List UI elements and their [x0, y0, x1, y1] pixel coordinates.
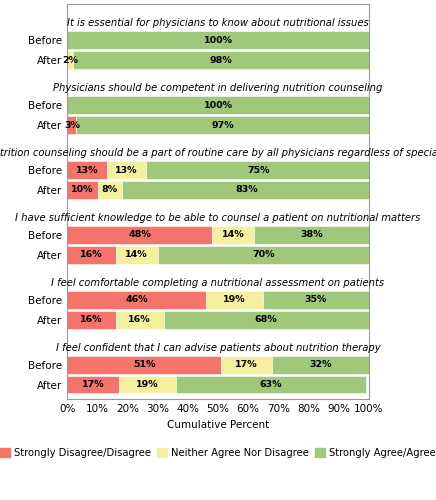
- Bar: [158, 246, 368, 264]
- Text: 14%: 14%: [126, 250, 148, 260]
- Text: 35%: 35%: [305, 296, 327, 304]
- Text: Nutrition counseling should be a part of routine care by all physicians regardle: Nutrition counseling should be a part of…: [0, 148, 436, 158]
- Text: 100%: 100%: [204, 100, 232, 110]
- Text: 8%: 8%: [102, 186, 118, 194]
- Text: 83%: 83%: [235, 186, 258, 194]
- Text: 38%: 38%: [300, 230, 323, 239]
- Bar: [68, 116, 76, 134]
- Text: I feel confident that I can advise patients about nutrition therapy: I feel confident that I can advise patie…: [56, 343, 380, 353]
- Text: 75%: 75%: [247, 166, 270, 174]
- Bar: [68, 32, 368, 49]
- Text: 3%: 3%: [64, 120, 80, 130]
- Text: 19%: 19%: [136, 380, 159, 389]
- Bar: [68, 311, 116, 328]
- Text: 16%: 16%: [129, 316, 151, 324]
- Bar: [263, 291, 368, 308]
- Text: 63%: 63%: [259, 380, 282, 389]
- Text: I have sufficient knowledge to be able to counsel a patient on nutritional matte: I have sufficient knowledge to be able t…: [15, 214, 421, 224]
- Bar: [68, 52, 74, 69]
- Bar: [68, 96, 368, 114]
- Text: I feel comfortable completing a nutritional assessment on patients: I feel comfortable completing a nutritio…: [51, 278, 385, 288]
- Bar: [119, 376, 176, 394]
- Text: 46%: 46%: [126, 296, 148, 304]
- Text: 32%: 32%: [309, 360, 332, 370]
- Bar: [116, 246, 158, 264]
- Text: 68%: 68%: [255, 316, 278, 324]
- Text: Physicians should be competent in delivering nutrition counseling: Physicians should be competent in delive…: [53, 84, 383, 94]
- Text: 97%: 97%: [211, 120, 234, 130]
- Bar: [68, 356, 221, 374]
- Bar: [107, 162, 146, 179]
- Bar: [68, 162, 107, 179]
- Text: 19%: 19%: [223, 296, 246, 304]
- Bar: [176, 376, 365, 394]
- Bar: [68, 226, 212, 244]
- Bar: [254, 226, 368, 244]
- Bar: [68, 376, 119, 394]
- Text: 16%: 16%: [80, 316, 103, 324]
- Legend: Strongly Disagree/Disagree, Neither Agree Nor Disagree, Strongly Agree/Agree: Strongly Disagree/Disagree, Neither Agre…: [0, 444, 436, 462]
- Text: 17%: 17%: [235, 360, 258, 370]
- Bar: [272, 356, 368, 374]
- Bar: [98, 181, 122, 198]
- Bar: [164, 311, 368, 328]
- Text: 100%: 100%: [204, 36, 232, 44]
- Bar: [146, 162, 371, 179]
- Text: 16%: 16%: [80, 250, 103, 260]
- Text: 13%: 13%: [115, 166, 137, 174]
- Bar: [68, 246, 116, 264]
- Text: 10%: 10%: [71, 186, 94, 194]
- Bar: [74, 52, 368, 69]
- Text: 2%: 2%: [62, 56, 78, 64]
- Text: 48%: 48%: [128, 230, 151, 239]
- Bar: [116, 311, 164, 328]
- Text: 13%: 13%: [76, 166, 98, 174]
- X-axis label: Cumulative Percent: Cumulative Percent: [167, 420, 269, 430]
- Bar: [68, 181, 98, 198]
- Bar: [68, 291, 206, 308]
- Text: 14%: 14%: [222, 230, 244, 239]
- Bar: [206, 291, 263, 308]
- Bar: [76, 116, 368, 134]
- Text: 98%: 98%: [210, 56, 232, 64]
- Text: 70%: 70%: [252, 250, 274, 260]
- Bar: [122, 181, 371, 198]
- Text: It is essential for physicians to know about nutritional issues: It is essential for physicians to know a…: [67, 18, 369, 28]
- Text: 51%: 51%: [133, 360, 156, 370]
- Bar: [212, 226, 254, 244]
- Bar: [221, 356, 272, 374]
- Text: 17%: 17%: [82, 380, 104, 389]
